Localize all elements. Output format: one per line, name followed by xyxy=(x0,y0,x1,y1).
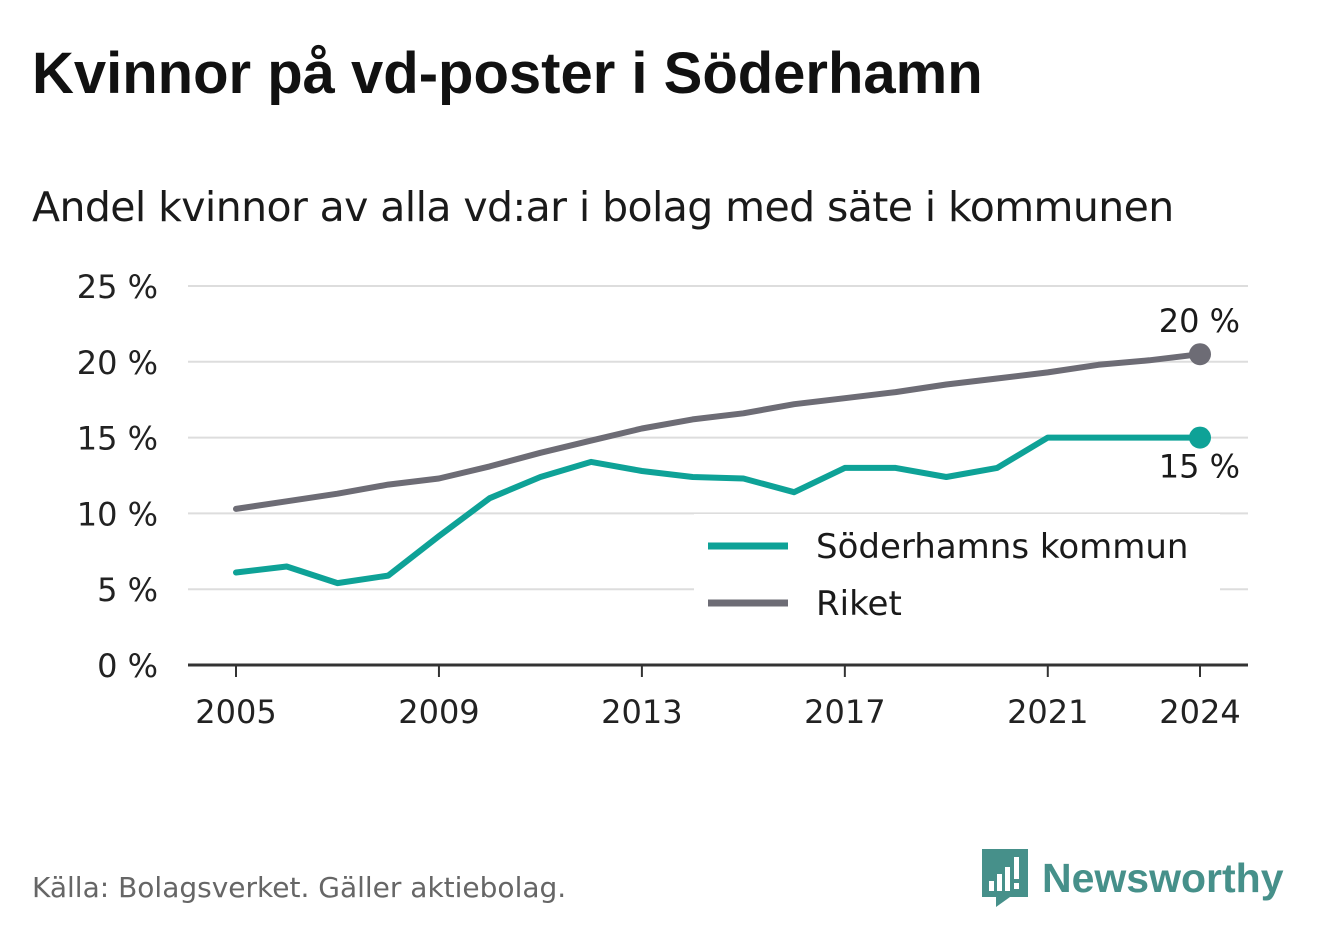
end-label: 20 % xyxy=(1159,302,1240,340)
source-note: Källa: Bolagsverket. Gäller aktiebolag. xyxy=(32,871,567,904)
end-label: 15 % xyxy=(1159,448,1240,486)
legend-label: Riket xyxy=(816,584,902,624)
chart-subtitle: Andel kvinnor av alla vd:ar i bolag med … xyxy=(32,183,1174,231)
legend-box xyxy=(694,514,1220,630)
series-end-dot-s-derhamns-kommun xyxy=(1189,426,1211,449)
legend: Söderhamns kommun Riket xyxy=(694,514,1220,630)
y-tick-label: 0 % xyxy=(97,647,158,685)
y-tick-label: 25 % xyxy=(77,268,158,306)
brand-name: Newsworthy xyxy=(1042,854,1284,901)
brand-logo: Newsworthy xyxy=(980,848,1284,908)
series-lines xyxy=(233,343,1211,587)
x-tick-label: 2009 xyxy=(398,693,479,731)
x-tick-label: 2021 xyxy=(1007,693,1088,731)
legend-label: Söderhamns kommun xyxy=(816,527,1188,567)
series-end-dot-riket xyxy=(1189,343,1211,366)
x-tick-label: 2005 xyxy=(195,693,276,731)
y-tick-label: 15 % xyxy=(77,420,158,458)
chart-title: Kvinnor på vd-poster i Söderhamn xyxy=(32,41,983,106)
y-tick-label: 20 % xyxy=(77,344,158,382)
series-line-riket xyxy=(233,351,1203,512)
series-line-s-derhamns-kommun xyxy=(233,434,1203,587)
y-tick-label: 10 % xyxy=(77,495,158,533)
x-tick-label: 2013 xyxy=(601,693,682,731)
x-axis: 2005 2009 2013 2017 2021 2024 xyxy=(188,663,1248,731)
newsworthy-logo-icon xyxy=(982,849,1028,907)
y-tick-label: 5 % xyxy=(97,571,158,609)
x-tick-label: 2017 xyxy=(804,693,885,731)
end-labels: 20 % 15 % xyxy=(1159,302,1240,485)
y-axis-tick-labels: 0 % 5 % 10 % 15 % 20 % 25 % xyxy=(77,268,158,685)
x-tick-label: 2024 xyxy=(1159,693,1240,731)
